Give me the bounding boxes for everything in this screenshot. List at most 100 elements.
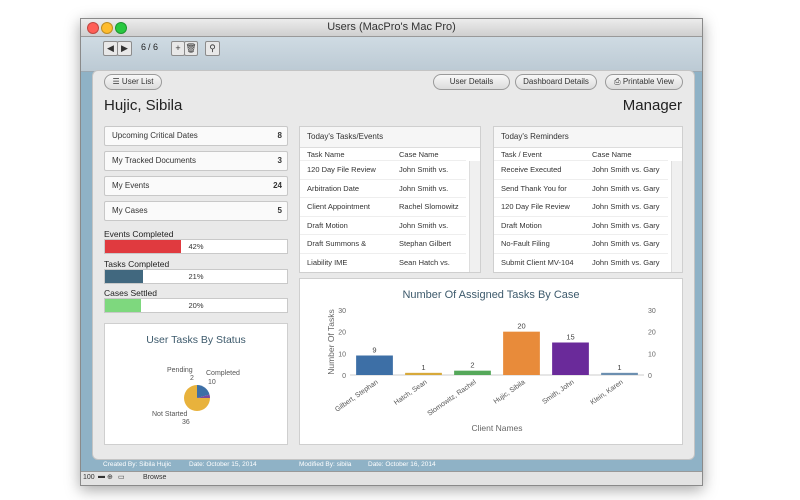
y2-tick-label: 30 <box>648 308 656 315</box>
row-case-name: John Smith vs. <box>399 183 449 193</box>
y2-tick-label: 20 <box>648 330 656 337</box>
next-record-button[interactable]: ▶ <box>117 41 132 56</box>
reminders-scrollbar[interactable] <box>671 161 682 272</box>
reminders-row[interactable]: Receive Executed John Smith vs. Gary <box>494 160 668 179</box>
printer-icon: ⎙ <box>614 77 621 86</box>
created-by-text: Created By: Sibila Hujic <box>103 461 172 468</box>
pie-slice[interactable] <box>197 385 210 398</box>
bar[interactable] <box>552 342 589 376</box>
status-bar: Created By: Sibila Hujic Date: October 1… <box>81 459 702 471</box>
nav-label: Upcoming Critical Dates <box>112 131 198 140</box>
row-task-name: No-Fault Filing <box>501 239 550 248</box>
reminders-row[interactable]: Draft Motion John Smith vs. Gary <box>494 215 668 235</box>
reminders-row[interactable]: 120 Day File Review John Smith vs. Gary <box>494 197 668 216</box>
printable-view-button[interactable]: ⎙ Printable View <box>605 74 683 90</box>
arrow-left-icon: ◀ <box>107 43 114 53</box>
row-case-name: John Smith vs. Gary <box>592 165 660 174</box>
reminders-row[interactable]: No-Fault Filing John Smith vs. Gary <box>494 234 668 253</box>
bar[interactable] <box>405 372 442 375</box>
reminders-panel: Today's Reminders Task / Event Case Name… <box>493 126 683 273</box>
tasks-row[interactable]: Draft Summons & Stephan Gilbert <box>300 234 466 253</box>
pie-value-label: 36 <box>182 419 190 426</box>
nav-count: 24 <box>273 181 282 190</box>
nav-label: My Tracked Documents <box>112 156 197 165</box>
progress-fill <box>105 240 182 253</box>
dashboard-details-button[interactable]: Dashboard Details <box>515 74 597 90</box>
new-record-button[interactable]: + <box>171 41 185 56</box>
layout-toggle-icon[interactable]: ▭ <box>118 474 125 481</box>
task-event-header[interactable]: Task / Event <box>501 150 542 159</box>
task-name-header[interactable]: Task Name <box>307 150 345 159</box>
tasks-scrollbar[interactable] <box>469 161 480 272</box>
title-bar: Users (MacPro's Mac Pro) <box>81 19 702 37</box>
record-counter[interactable]: 6 <box>141 42 147 52</box>
x-tick-label: Smith, John <box>541 379 575 406</box>
bar[interactable] <box>601 372 638 375</box>
bar[interactable] <box>454 370 491 375</box>
progress-text: 20% <box>188 301 204 310</box>
bar-value-label: 20 <box>517 322 525 331</box>
zoom-in-icon[interactable]: ⊕ <box>107 474 113 481</box>
zoom-out-icon[interactable]: ▬ <box>98 473 105 480</box>
row-case-name: John Smith vs. Gary <box>592 220 660 230</box>
tasks-row[interactable]: Arbitration Date John Smith vs. <box>300 178 466 198</box>
nav-my-events[interactable]: My Events 24 <box>104 176 288 196</box>
pie-category-label: Completed <box>206 370 240 377</box>
row-case-name: Sean Hatch vs. <box>399 257 450 267</box>
x-axis-label: Client Names <box>471 423 522 433</box>
list-icon: ☰ <box>112 77 120 86</box>
zoom-level[interactable]: 100 <box>83 474 95 481</box>
row-task-name: Draft Motion <box>501 220 542 230</box>
case-name-header[interactable]: Case Name <box>399 150 439 159</box>
user-role: Manager <box>622 97 682 114</box>
case-name-header[interactable]: Case Name <box>592 150 632 159</box>
tasks-row[interactable]: Draft Motion John Smith vs. <box>300 215 466 235</box>
x-tick-label: Gilbert, Stephan <box>334 379 380 414</box>
y-tick-label: 20 <box>338 330 346 337</box>
nav-my-cases[interactable]: My Cases 5 <box>104 201 288 221</box>
y-axis-label: Number Of Tasks <box>326 309 336 375</box>
row-case-name: John Smith vs. Gary <box>592 183 660 193</box>
find-button[interactable]: ⚲ <box>205 41 220 56</box>
delete-record-button[interactable]: 🗑 <box>184 41 198 56</box>
user-name: Hujic, Sibila <box>104 97 183 114</box>
tasks-row[interactable]: Liability IME Sean Hatch vs. <box>300 252 466 272</box>
bar-value-label: 15 <box>566 333 574 342</box>
pie-value-label: 10 <box>208 379 216 386</box>
progress-fill <box>105 270 144 283</box>
bar-chart-panel: Number Of Assigned Tasks By Case Number O… <box>299 278 683 445</box>
dashboard-card: ☰ User List User Details Dashboard Detai… <box>92 70 695 460</box>
nav-my-tracked-documents[interactable]: My Tracked Documents 3 <box>104 151 288 171</box>
nav-label: My Events <box>112 181 150 190</box>
y-tick-label: 10 <box>338 351 346 358</box>
pie-value-label: 2 <box>190 375 194 382</box>
tasks-row[interactable]: Client Appointment Rachel Slomowitz <box>300 197 466 216</box>
zoom-window-button[interactable] <box>115 22 127 34</box>
bar[interactable] <box>503 331 540 375</box>
pie-slice[interactable] <box>184 385 210 411</box>
user-details-button[interactable]: User Details <box>433 74 510 90</box>
close-window-button[interactable] <box>87 22 99 34</box>
trash-icon: 🗑 <box>185 43 197 53</box>
x-tick-label: Hujic, Sibila <box>493 379 527 406</box>
reminders-row[interactable]: Submit Client MV-104 John Smith vs. Gary <box>494 252 668 272</box>
tasks-row[interactable]: 120 Day File Review John Smith vs. <box>300 160 466 179</box>
search-icon: ⚲ <box>209 43 216 53</box>
modified-by-text: Modified By: sibila <box>299 461 352 468</box>
nav-upcoming-critical-dates[interactable]: Upcoming Critical Dates 8 <box>104 126 288 146</box>
progress-text: 42% <box>188 242 204 251</box>
pie-slice[interactable] <box>197 394 210 398</box>
bar[interactable] <box>356 355 393 376</box>
mode-label[interactable]: Browse <box>143 474 167 481</box>
x-tick-label: Slomowitz, Rachel <box>426 379 478 418</box>
row-task-name: Draft Summons & <box>307 239 367 248</box>
reminders-row[interactable]: Send Thank You for John Smith vs. Gary <box>494 178 668 198</box>
bar-value-label: 2 <box>470 361 474 370</box>
tasks-panel-title: Today's Tasks/Events <box>300 127 480 148</box>
pie-category-label: Not Started <box>152 411 188 418</box>
minimize-window-button[interactable] <box>101 22 113 34</box>
bar-value-label: 1 <box>617 363 621 372</box>
user-list-button[interactable]: ☰ User List <box>104 74 162 90</box>
previous-record-button[interactable]: ◀ <box>103 41 118 56</box>
